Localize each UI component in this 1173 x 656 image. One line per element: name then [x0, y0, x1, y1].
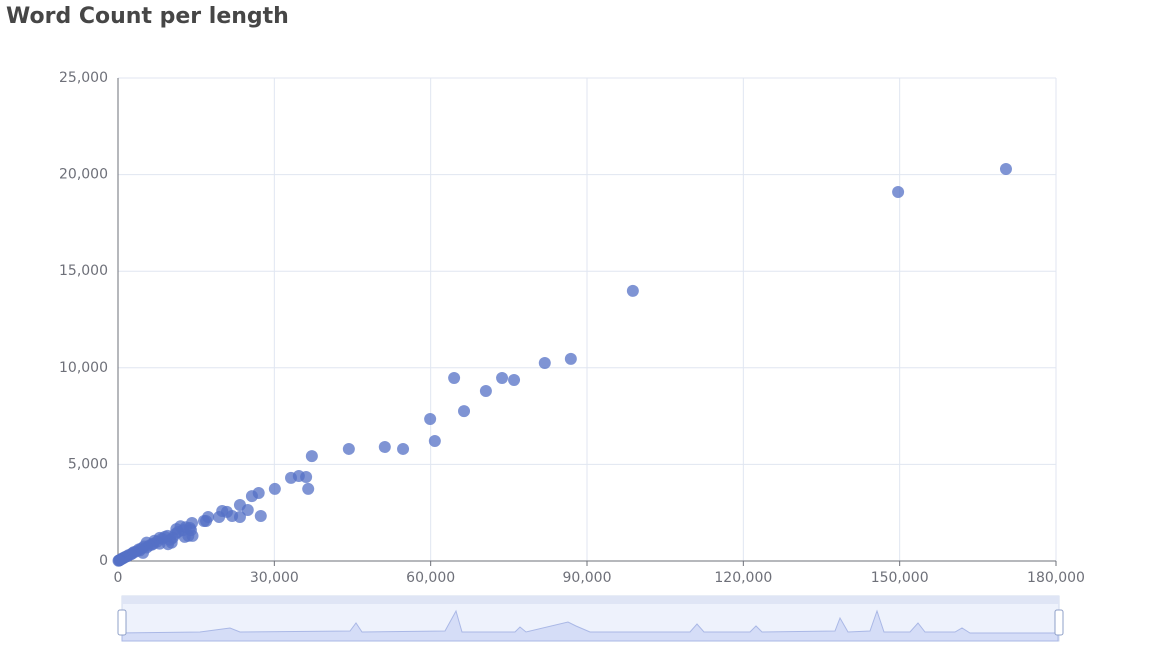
point: [302, 482, 315, 495]
point: [999, 162, 1012, 175]
point: [508, 373, 521, 386]
y-tick-label: 5,000: [68, 456, 108, 472]
point: [538, 356, 551, 369]
point: [342, 442, 355, 455]
x-tick-label: 180,000: [1027, 570, 1085, 586]
point: [424, 412, 437, 425]
point: [254, 509, 267, 522]
point: [162, 538, 175, 551]
point: [197, 515, 210, 528]
point: [448, 372, 461, 385]
point: [458, 405, 471, 418]
point: [178, 530, 191, 543]
point: [305, 450, 318, 463]
point: [428, 435, 441, 448]
point: [137, 546, 150, 559]
zoom-preview: [121, 609, 1059, 642]
x-tick-label: 60,000: [406, 570, 455, 586]
point: [112, 554, 125, 567]
point: [479, 384, 492, 397]
point: [245, 490, 258, 503]
point: [213, 510, 226, 523]
zoom-bar[interactable]: [122, 596, 1059, 604]
y-tick-label: 15,000: [59, 263, 108, 279]
x-tick-label: 120,000: [714, 570, 772, 586]
point: [170, 523, 183, 536]
chart-title: Word Count per length: [6, 4, 289, 29]
x-tick-label: 30,000: [250, 570, 299, 586]
x-tick-label: 0: [114, 570, 123, 586]
point: [397, 442, 410, 455]
point: [233, 498, 246, 511]
x-tick-label: 90,000: [563, 570, 612, 586]
zoom-handle-right[interactable]: [1054, 609, 1064, 636]
point: [378, 441, 391, 454]
point: [496, 372, 509, 385]
y-tick-label: 10,000: [59, 360, 108, 376]
point: [626, 284, 639, 297]
point: [285, 471, 298, 484]
x-tick-label: 150,000: [871, 570, 929, 586]
point: [268, 482, 281, 495]
zoom-handle-left[interactable]: [117, 609, 127, 636]
point: [892, 185, 905, 198]
y-tick-label: 20,000: [59, 167, 108, 183]
point: [564, 352, 577, 365]
y-tick-label: 0: [99, 553, 108, 569]
y-tick-label: 25,000: [59, 70, 108, 86]
data-zoom[interactable]: [117, 595, 1064, 642]
